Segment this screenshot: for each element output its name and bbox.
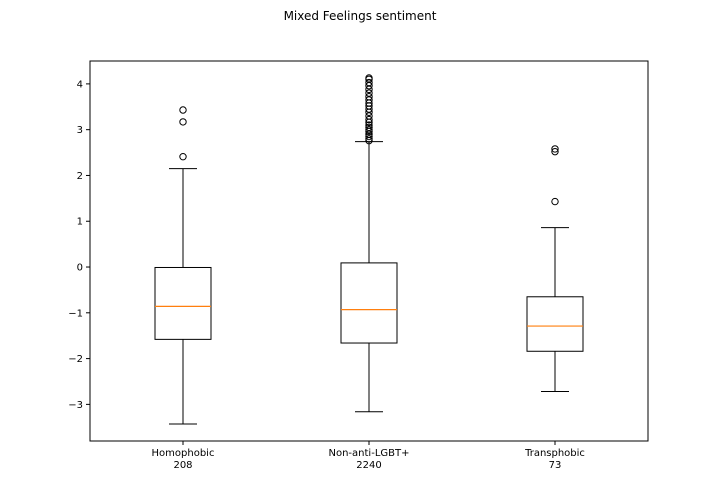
y-tick-label: −1: [68, 308, 83, 319]
outlier-point: [365, 121, 373, 129]
outlier-point: [179, 118, 187, 126]
box-iqr: [340, 262, 398, 344]
x-tick-label: Transphobic: [524, 448, 585, 459]
outlier-point: [365, 135, 373, 143]
outlier-point: [365, 78, 373, 87]
x-tick-label: Homophobic: [152, 448, 215, 459]
outlier-point: [179, 152, 187, 161]
y-tick-label: 1: [77, 217, 83, 228]
outlier-point: [551, 197, 559, 206]
chart-title: Mixed Feelings sentiment: [284, 9, 437, 23]
x-tick-count: 2240: [356, 460, 381, 471]
outlier-point: [551, 145, 559, 153]
x-tick-count: 73: [549, 460, 562, 471]
outlier-point: [365, 123, 373, 132]
outlier-point: [365, 89, 373, 97]
outlier-point: [365, 93, 373, 101]
box-iqr: [154, 266, 212, 340]
x-tick-label: Non-anti-LGBT+: [329, 448, 410, 459]
y-tick-label: −3: [68, 400, 83, 411]
y-tick-label: 2: [77, 171, 83, 182]
x-tick-count: 208: [173, 460, 192, 471]
y-tick-label: 0: [77, 263, 83, 274]
y-tick-label: 4: [77, 79, 83, 90]
y-tick-label: 3: [77, 125, 83, 136]
outlier-point: [365, 125, 373, 134]
outlier-point: [551, 147, 559, 156]
outlier-point: [365, 115, 373, 124]
box-iqr: [526, 296, 584, 352]
outlier-point: [179, 106, 187, 114]
outlier-point: [365, 74, 373, 82]
y-tick-label: −2: [68, 354, 83, 365]
